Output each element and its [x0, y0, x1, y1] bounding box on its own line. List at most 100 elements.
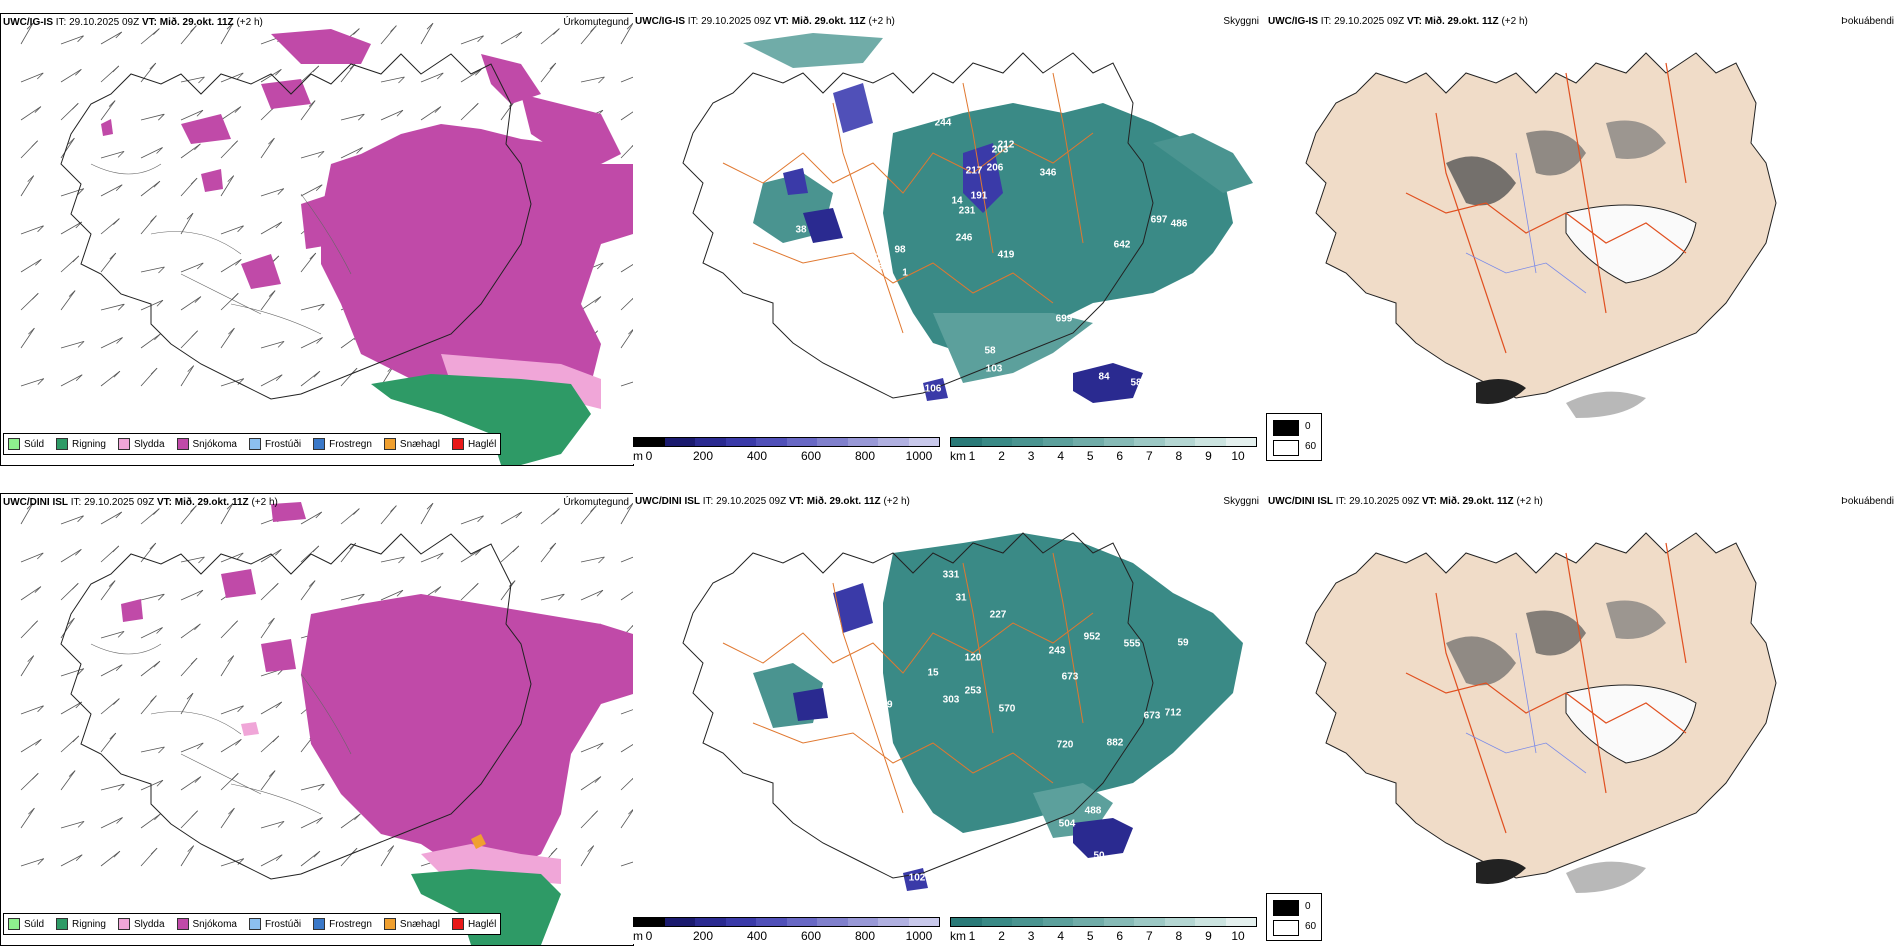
height-value-label: 212	[997, 139, 1015, 151]
wind-barb	[60, 374, 83, 387]
wind-barb	[620, 76, 633, 83]
fog-panel-row1: UWC/IG-IS IT: 29.10.2025 09Z VT: Mið. 29…	[1266, 13, 1900, 464]
legend-swatch	[451, 438, 464, 450]
wind-barb-flag	[118, 783, 125, 791]
wind-barb-flag	[471, 583, 479, 590]
wind-barb	[340, 542, 357, 563]
height-value-label: 712	[1164, 707, 1182, 719]
wind-barb-flag	[272, 735, 280, 743]
wind-barb	[100, 664, 123, 677]
wind-barb-flag	[275, 221, 283, 229]
wind-barb-flag	[158, 266, 165, 274]
wind-barb	[20, 327, 35, 349]
wind-barb	[60, 617, 75, 639]
wind-barb	[380, 109, 404, 121]
wind-barb	[140, 542, 157, 563]
wind-barb	[300, 151, 325, 159]
wind-barb-flag	[196, 109, 204, 117]
wind-barb-flag	[309, 252, 317, 260]
wind-barb	[20, 23, 34, 45]
legend-swatch	[248, 918, 261, 930]
wind-barb-flag	[313, 850, 321, 858]
wind-barb	[140, 180, 161, 197]
wind-barb	[20, 72, 44, 83]
wind-barb	[180, 213, 194, 235]
wind-barb-flag	[27, 655, 35, 662]
wind-barb-flag	[277, 821, 285, 828]
height-value-label: 217	[965, 165, 983, 177]
colorbar-segment	[1225, 918, 1256, 926]
precip-header-row1: UWC/IG-IS IT: 29.10.2025 09Z VT: Mið. 29…	[3, 17, 263, 28]
colorbar-segment	[1042, 438, 1073, 446]
height-value-label: 235	[926, 107, 944, 119]
colorbar-segment	[1164, 438, 1195, 446]
wind-barb	[220, 858, 244, 867]
wind-barb-flag	[115, 31, 123, 39]
wind-barb	[220, 225, 244, 235]
colorbar-tick: 4	[1057, 929, 1064, 943]
wind-barb	[60, 188, 84, 197]
wind-barb-flag	[356, 147, 363, 154]
wind-barb-flag	[77, 515, 84, 523]
wind-barb-flag	[436, 552, 444, 560]
colorbar-segment	[756, 438, 787, 446]
legend-swatch	[176, 438, 189, 450]
wind-barb-flag	[354, 813, 361, 821]
wind-barb	[420, 552, 444, 563]
colorbar-tick: 1000	[905, 449, 933, 463]
wind-barb	[420, 503, 434, 525]
wind-barb	[620, 144, 633, 159]
wind-barb	[500, 511, 522, 525]
wind-barb-flag	[558, 593, 565, 601]
colorbar-tick: 200	[692, 929, 714, 943]
wind-barb-flag	[628, 808, 633, 815]
wind-barb-flag	[275, 374, 283, 382]
height-value-label: 504	[1058, 818, 1076, 830]
wind-barb-flag	[477, 515, 484, 523]
legend-item: Haglél	[451, 438, 496, 450]
wind-barb-flag	[434, 106, 442, 113]
wind-barb-flag	[318, 783, 325, 791]
fog-legend-label: 60	[1305, 921, 1317, 932]
wind-barb-flag	[471, 103, 479, 110]
legend-item: Snæhagl	[383, 438, 440, 450]
wind-barb-flag	[26, 22, 34, 30]
wind-barb-flag	[115, 664, 123, 672]
wind-barb-flag	[390, 25, 397, 32]
wind-barb-flag	[68, 770, 76, 777]
colorbar-segment	[1042, 918, 1073, 926]
colorbar-segment	[847, 438, 878, 446]
wind-barb-flag	[194, 296, 202, 303]
colorbar-segment	[981, 438, 1012, 446]
wind-barb	[100, 580, 116, 601]
wind-barb-flag	[31, 773, 39, 780]
wind-barb-flag	[158, 746, 165, 754]
wind-barb	[340, 62, 357, 83]
wind-barb	[220, 327, 235, 349]
precip-legend-row2: Súld Rigning Slydda Snjókoma Frostúði Frostre…	[3, 913, 502, 935]
wind-barb	[220, 655, 235, 677]
wind-barb	[100, 817, 123, 829]
wind-barb-flag	[71, 103, 79, 110]
wind-barb	[260, 290, 276, 311]
wind-barb-flag	[34, 586, 42, 593]
wind-barb-flag	[628, 328, 633, 335]
colorbar-tick: 10	[1231, 929, 1245, 943]
wind-barb-flag	[231, 140, 238, 148]
wind-barb	[300, 580, 316, 601]
wind-barb	[220, 503, 234, 525]
wind-barb	[420, 106, 442, 121]
legend-swatch	[117, 438, 130, 450]
height-value-label: 55	[857, 715, 869, 727]
cloud-panel-row1: UWC/IG-IS IT: 29.10.2025 09Z VT: Mið. 29…	[633, 13, 1265, 464]
wind-barb-flag	[194, 776, 202, 783]
wind-barb	[420, 23, 434, 45]
wind-barb	[180, 623, 201, 639]
wind-barb-flag	[349, 62, 357, 70]
wind-barb-flag	[154, 333, 161, 341]
legend-label: Haglél	[467, 918, 497, 930]
wind-barb	[20, 738, 42, 753]
wind-barb	[20, 586, 42, 601]
colorbar-tick: 8	[1175, 929, 1183, 943]
colorbar-segment	[786, 918, 817, 926]
